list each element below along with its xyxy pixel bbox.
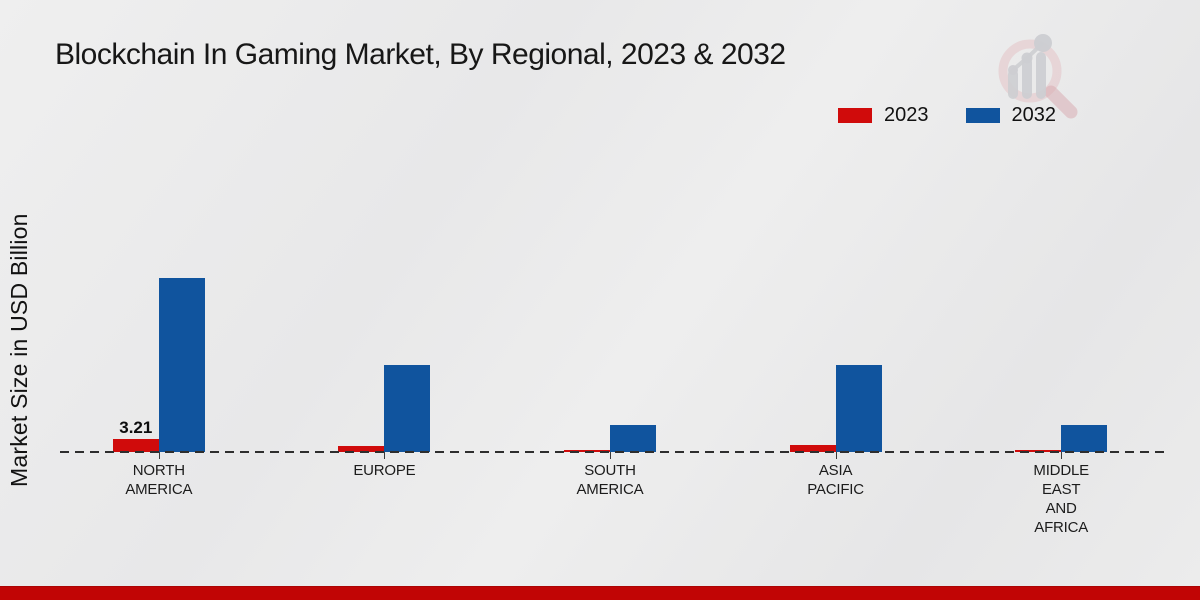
bar-2023-asia-pacific (789, 445, 836, 452)
category-label-middle-east-and-africa: MIDDLE EAST AND AFRICA (1033, 462, 1089, 536)
category-label-asia-pacific: ASIA PACIFIC (807, 462, 864, 498)
bar-2023-north-america: 3.21 (112, 418, 159, 452)
category-label-north-america: NORTH AMERICA (125, 462, 193, 498)
x-axis-tick (609, 452, 611, 459)
category-label-europe: EUROPE (353, 462, 416, 479)
bar-value-label: 3.21 (119, 418, 153, 437)
bar-2032-south-america (609, 425, 656, 452)
bottom-red-stripe (0, 586, 1200, 600)
legend-label: 2023 (884, 104, 929, 126)
bar-group-asia-pacific (723, 100, 949, 459)
category-label-south-america: SOUTH AMERICA (576, 462, 644, 498)
legend-swatch-2032 (965, 108, 1000, 123)
legend-item-2023: 2023 (838, 104, 929, 127)
bar-2023-europe (338, 446, 385, 452)
bar-2032-asia-pacific (835, 365, 882, 452)
bar-group-south-america (497, 100, 723, 459)
bar-group-middle-east-and-africa (948, 100, 1174, 459)
legend-label: 2032 (1011, 104, 1057, 126)
y-axis-label: Market Size in USD Billion (6, 213, 32, 488)
magnifier-logo-icon (998, 34, 1078, 119)
x-axis-tick (835, 452, 837, 459)
x-axis-dashed-baseline (60, 451, 1168, 453)
x-axis-tick (384, 452, 386, 459)
bar-2032-middle-east-and-africa (1061, 425, 1108, 452)
legend: 2023 2032 (838, 104, 1056, 127)
legend-swatch-2023 (838, 108, 872, 123)
plot-area: 3.21 (46, 100, 1174, 459)
x-axis-tick (158, 452, 160, 459)
legend-item-2032: 2032 (965, 104, 1057, 127)
bar-2032-europe (384, 365, 431, 452)
category-axis-labels: NORTH AMERICA EUROPE SOUTH AMERICA ASIA PACIFI… (46, 461, 1174, 537)
bar-group-north-america: 3.21 (46, 100, 272, 459)
x-axis-tick (1061, 452, 1063, 459)
bar-group-europe (272, 100, 498, 459)
bar-2032-north-america (158, 278, 205, 452)
chart-title: Blockchain In Gaming Market, By Regional… (55, 38, 786, 71)
